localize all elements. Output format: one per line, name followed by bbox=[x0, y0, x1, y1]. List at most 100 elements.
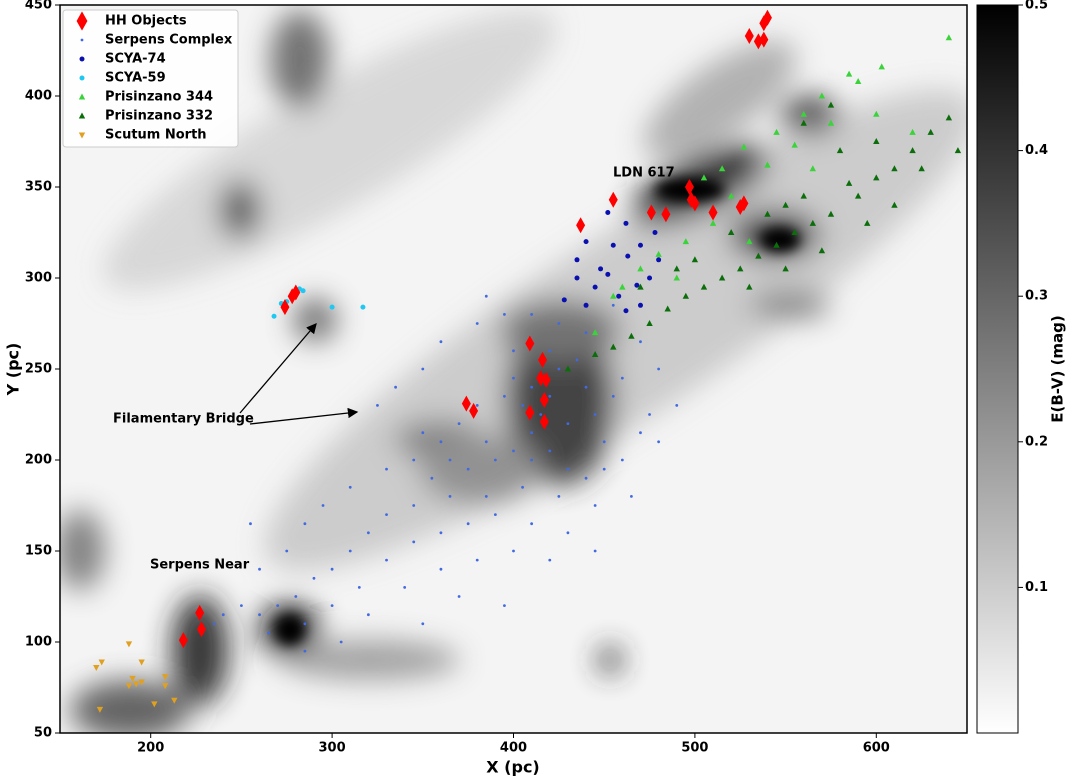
x-tick-label: 500 bbox=[681, 741, 708, 756]
colorbar-tick-label: 0.4 bbox=[1025, 143, 1048, 158]
point bbox=[800, 110, 807, 117]
point bbox=[539, 391, 549, 408]
point bbox=[854, 77, 862, 84]
annotation: Serpens Near bbox=[150, 558, 250, 573]
point bbox=[800, 119, 807, 126]
point bbox=[700, 174, 708, 181]
legend-label: Prisinzano 344 bbox=[105, 90, 213, 105]
point bbox=[503, 313, 506, 316]
point bbox=[521, 485, 524, 489]
point bbox=[746, 238, 753, 245]
point bbox=[773, 128, 780, 135]
point bbox=[647, 275, 653, 281]
point bbox=[818, 92, 826, 99]
point bbox=[593, 549, 597, 553]
point bbox=[682, 292, 690, 299]
point bbox=[620, 458, 624, 462]
point bbox=[657, 367, 661, 371]
point bbox=[385, 558, 388, 562]
point bbox=[709, 219, 717, 226]
point bbox=[339, 640, 343, 644]
point bbox=[564, 365, 572, 372]
point bbox=[664, 305, 671, 312]
point bbox=[138, 679, 145, 686]
point bbox=[521, 404, 524, 407]
point bbox=[744, 27, 754, 44]
axes-layer: 200 300 400 500 600 50 100 150 200 250 300 350 400 45… bbox=[25, 0, 890, 756]
point bbox=[548, 449, 552, 453]
x-axis-label: X (pc) bbox=[486, 758, 539, 777]
point bbox=[493, 458, 497, 462]
point bbox=[412, 540, 416, 544]
legend-label: Scutum North bbox=[105, 128, 207, 143]
point bbox=[530, 385, 534, 389]
annotation-arrow bbox=[239, 323, 317, 414]
point bbox=[548, 558, 552, 562]
point bbox=[593, 413, 597, 416]
point bbox=[739, 195, 749, 212]
point bbox=[591, 350, 599, 357]
point bbox=[557, 495, 561, 498]
point bbox=[548, 349, 552, 353]
point bbox=[321, 504, 325, 507]
point bbox=[605, 271, 611, 277]
point bbox=[583, 302, 589, 308]
point bbox=[718, 274, 726, 281]
point bbox=[376, 404, 379, 407]
point bbox=[727, 192, 735, 199]
point bbox=[740, 143, 748, 150]
point bbox=[503, 604, 506, 607]
point bbox=[608, 191, 618, 208]
point bbox=[954, 147, 962, 154]
point bbox=[439, 340, 443, 344]
point bbox=[652, 230, 658, 235]
point bbox=[591, 329, 599, 336]
point bbox=[287, 288, 297, 305]
point bbox=[800, 192, 807, 199]
point bbox=[836, 147, 844, 154]
colorbar-label: E(B-V) (mag) bbox=[1049, 315, 1067, 423]
point bbox=[945, 34, 953, 41]
point bbox=[125, 641, 133, 648]
point bbox=[891, 201, 898, 208]
x-tick-label: 200 bbox=[137, 741, 164, 756]
legend-label: SCYA-59 bbox=[105, 71, 166, 86]
y-tick-label: 200 bbox=[25, 453, 52, 468]
point bbox=[530, 431, 534, 435]
point bbox=[602, 467, 606, 471]
point bbox=[366, 531, 370, 535]
y-tick-label: 100 bbox=[25, 635, 52, 650]
point bbox=[691, 256, 699, 263]
legend-label: Serpens Complex bbox=[105, 33, 233, 48]
x-tick-label: 300 bbox=[319, 741, 346, 756]
point bbox=[584, 331, 588, 334]
point bbox=[845, 179, 853, 186]
point bbox=[93, 664, 100, 671]
point bbox=[583, 239, 589, 245]
point bbox=[421, 431, 425, 435]
point bbox=[249, 522, 252, 526]
point bbox=[360, 304, 366, 310]
point bbox=[421, 367, 425, 371]
legend-marker bbox=[78, 132, 86, 139]
legend-label: HH Objects bbox=[105, 14, 187, 29]
point bbox=[673, 274, 680, 281]
point bbox=[530, 458, 534, 462]
point bbox=[439, 440, 443, 444]
colorbar-tick-label: 0.1 bbox=[1025, 580, 1048, 595]
point bbox=[873, 174, 880, 181]
point bbox=[891, 165, 898, 172]
point bbox=[878, 63, 885, 70]
point bbox=[630, 495, 633, 498]
legend-box bbox=[62, 9, 239, 148]
legend-marker bbox=[76, 11, 88, 31]
y-axis-label: Y (pc) bbox=[4, 343, 23, 397]
point bbox=[394, 385, 397, 389]
point bbox=[610, 242, 616, 248]
point bbox=[574, 275, 580, 281]
point bbox=[759, 15, 769, 32]
point bbox=[466, 522, 470, 526]
point bbox=[566, 467, 570, 471]
point bbox=[162, 674, 169, 681]
point bbox=[623, 308, 629, 314]
